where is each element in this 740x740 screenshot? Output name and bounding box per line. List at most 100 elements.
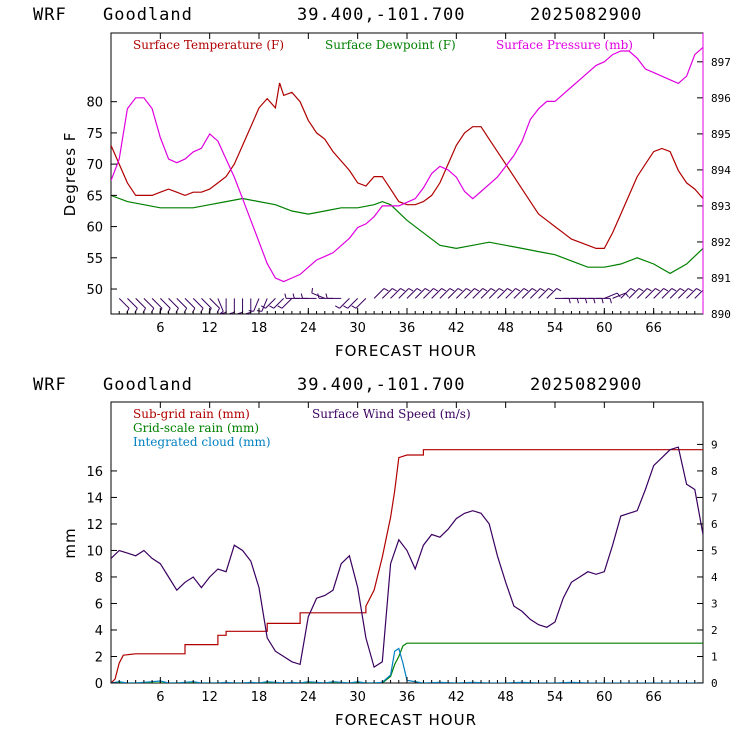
wind-barb	[645, 288, 656, 299]
y2-tick-label: 897	[711, 56, 731, 69]
y-axis-left-bottom: 0 2 4 6 8 10 12 14 16	[86, 465, 117, 692]
wind-barb-flag	[416, 288, 422, 292]
wind-barb	[423, 288, 434, 299]
wind-barb	[217, 298, 224, 312]
legend-pressure: Surface Pressure (mb)	[496, 38, 633, 52]
wind-barb	[620, 288, 632, 299]
wind-barb	[653, 288, 664, 299]
wind-barb-flag	[630, 288, 636, 292]
wind-barb-flag	[433, 288, 438, 292]
y2-tick-label: 890	[711, 308, 731, 321]
y2-tick-label: 893	[711, 200, 731, 213]
wind-barb	[472, 288, 484, 299]
y-tick-label: 55	[86, 252, 103, 267]
wind-barb-flag	[584, 298, 588, 304]
x-tick-label: 48	[497, 321, 514, 336]
wind-barb-flag	[441, 288, 447, 292]
wind-barb	[455, 288, 467, 299]
x-tick-label: 30	[349, 321, 366, 336]
wind-barb-flag	[424, 288, 430, 292]
y-axis-left-top: 50 55 60 65 70 75 80	[86, 96, 117, 298]
wind-barb-flag	[482, 288, 488, 292]
y2-tick-label: 0	[711, 677, 718, 690]
wind-barb	[168, 298, 179, 309]
wind-barb-flag	[593, 298, 596, 304]
y2-tick-label: 1	[711, 650, 718, 663]
wind-barb-flag	[334, 305, 340, 309]
x-tick-label: 18	[251, 690, 268, 705]
y2-tick-label: 891	[711, 272, 731, 285]
x-tick-label: 12	[201, 690, 218, 705]
y2-tick-label: 2	[711, 624, 718, 637]
wind-barb	[464, 288, 475, 299]
wind-barb	[694, 289, 703, 299]
y-tick-label: 6	[95, 597, 103, 612]
wind-barb-flag	[696, 288, 702, 292]
wind-barb-flag	[646, 288, 652, 292]
wind-barb	[686, 288, 697, 299]
header-top: WRF Goodland 39.400,-101.700 2025082900	[33, 5, 642, 25]
wind-barb-flag	[237, 311, 243, 314]
y2-tick-label: 896	[711, 92, 731, 105]
header-date: 2025082900	[530, 5, 642, 25]
wind-barb-flag	[507, 288, 512, 292]
y-tick-label: 2	[95, 650, 103, 665]
x-tick-label: 48	[497, 690, 514, 705]
plot-area-bottom	[111, 446, 703, 683]
x-axis-top: 6 12 18 24 30 36 42 48 54 60 66	[118, 33, 696, 336]
wind-barb-flag	[245, 311, 251, 314]
wind-barb	[355, 298, 367, 309]
y-tick-label: 0	[95, 677, 103, 692]
wind-barb	[192, 298, 204, 309]
wind-barb-flag	[449, 288, 455, 292]
wind-barb-flag	[474, 288, 480, 292]
y-axis-label-bottom: mm	[61, 527, 79, 558]
wind-barb	[431, 288, 442, 299]
wind-barb-flag	[705, 288, 709, 291]
wind-barb	[677, 288, 689, 299]
header-model: WRF	[33, 5, 67, 25]
legend-subgrid-rain: Sub-grid rain (mm)	[133, 407, 250, 421]
x-tick-label: 66	[645, 321, 662, 336]
wind-barb-flag	[523, 288, 529, 292]
x-tick-label: 54	[547, 690, 564, 705]
wind-barb-flag	[601, 298, 604, 304]
wind-barb-flag	[609, 298, 612, 304]
legend-wind-speed: Surface Wind Speed (m/s)	[312, 407, 471, 421]
series-line-0	[111, 82, 703, 249]
wind-barb	[505, 288, 516, 299]
wind-barb	[261, 298, 268, 312]
y-tick-label: 60	[86, 221, 103, 236]
wind-barb	[612, 292, 626, 299]
y-tick-label: 65	[86, 189, 103, 204]
wind-barb-flag	[616, 292, 621, 298]
wind-barb-flag	[300, 293, 304, 299]
wind-barb-flag	[548, 288, 554, 292]
wind-barb	[373, 288, 385, 299]
series-line-0	[111, 449, 703, 683]
x-tick-label: 24	[300, 690, 317, 705]
wind-barb	[538, 288, 549, 299]
legend-integrated-cloud: Integrated cloud (mm)	[133, 435, 271, 449]
series-line-3	[111, 446, 703, 669]
header-coords-2: 39.400,-101.700	[297, 375, 466, 395]
x-tick-label: 54	[547, 321, 564, 336]
header-station: Goodland	[103, 5, 193, 25]
y-tick-label: 50	[86, 283, 103, 298]
wind-barb	[390, 288, 401, 299]
wind-barb-flag	[311, 288, 313, 294]
wind-barb	[604, 292, 618, 299]
wind-barb	[529, 288, 541, 299]
y2-tick-label: 892	[711, 236, 731, 249]
y-axis-right-bottom: 0 1 2 3 4 5 6 7 8 9	[697, 438, 718, 690]
wind-barb	[414, 288, 426, 299]
wind-barb	[381, 288, 393, 299]
wind-barb-flag	[568, 298, 571, 304]
legend-dewpoint: Surface Dewpoint (F)	[325, 38, 456, 52]
y-tick-label: 16	[86, 465, 103, 480]
wind-barb-flag	[687, 288, 693, 292]
y-tick-label: 80	[86, 96, 103, 111]
x-axis-label-top: FORECAST HOUR	[335, 342, 477, 360]
x-tick-label: 42	[448, 321, 465, 336]
wind-barb-flag	[663, 288, 669, 292]
